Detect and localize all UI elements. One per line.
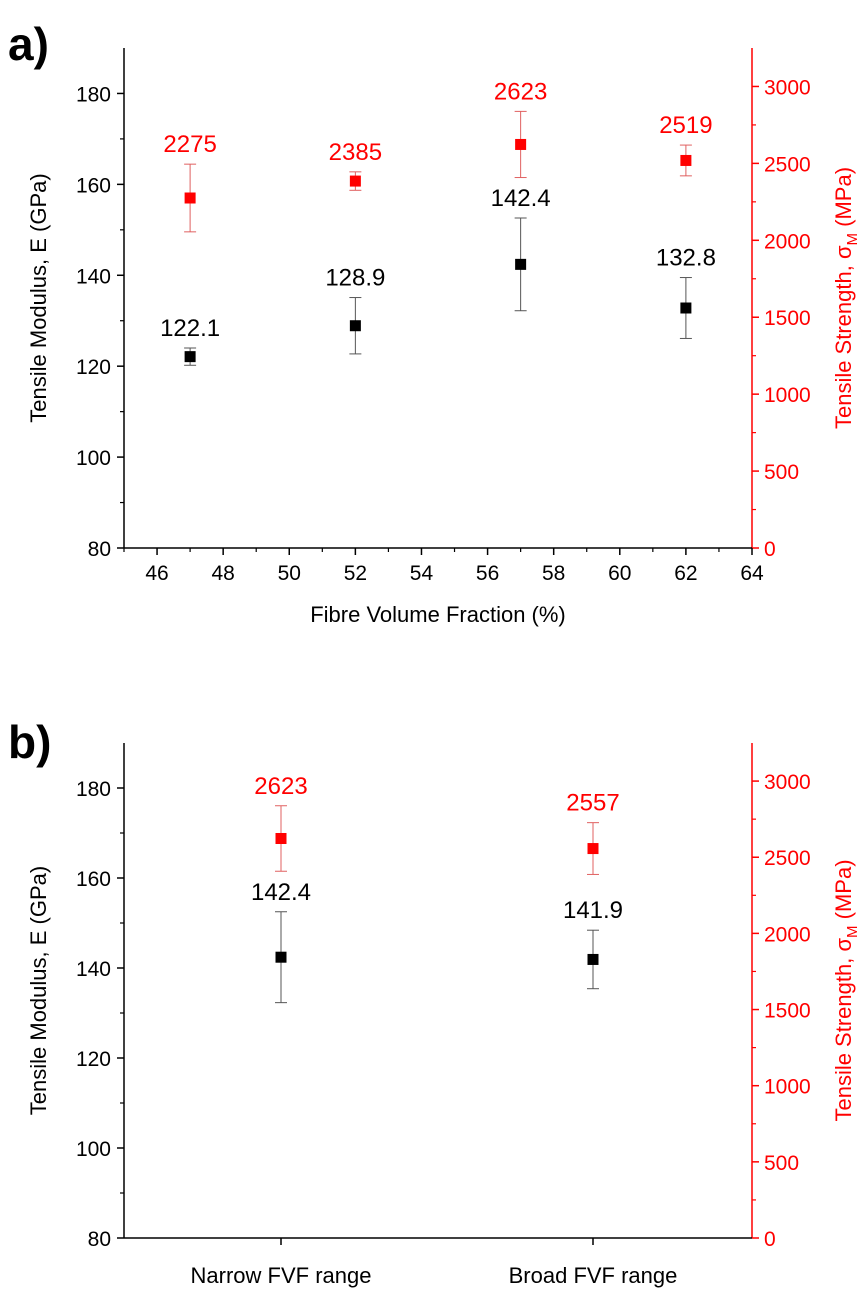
right-tick-label: 2000 <box>764 230 811 253</box>
left-tick-label: 160 <box>76 868 111 891</box>
right-y-label-sub: M <box>844 233 861 246</box>
data-point <box>349 175 361 187</box>
x-tick-label: 48 <box>211 562 234 585</box>
left-y-axis-label: Tensile Modulus, E (GPa) <box>26 866 51 1115</box>
data-point <box>587 843 599 855</box>
data-label: 2623 <box>494 78 547 105</box>
right-tick-label: 2000 <box>764 923 811 946</box>
left-tick-label: 100 <box>76 1138 111 1161</box>
category-label: Broad FVF range <box>509 1263 678 1288</box>
left-tick-label: 180 <box>76 778 111 801</box>
data-label: 141.9 <box>563 897 623 924</box>
right-tick-label: 3000 <box>764 76 811 99</box>
left-tick-label: 160 <box>76 174 111 197</box>
right-tick-label: 2500 <box>764 847 811 870</box>
right-tick-label: 500 <box>764 1152 799 1175</box>
x-axis-label: Fibre Volume Fraction (%) <box>310 602 566 627</box>
left-tick-label: 140 <box>76 265 111 288</box>
left-tick-label: 180 <box>76 83 111 106</box>
right-tick-label: 500 <box>764 461 799 484</box>
right-y-axis-label: Tensile Strength, σM (MPa) <box>831 167 861 429</box>
data-point <box>680 302 692 314</box>
right-tick-label: 1000 <box>764 384 811 407</box>
data-label: 2557 <box>566 790 619 817</box>
category-label: Narrow FVF range <box>191 1263 372 1288</box>
data-label: 132.8 <box>656 245 716 272</box>
data-point <box>587 953 599 965</box>
data-point <box>184 351 196 363</box>
data-point <box>184 192 196 204</box>
data-label: 142.4 <box>251 879 311 906</box>
data-point <box>349 320 361 332</box>
left-tick-label: 100 <box>76 447 111 470</box>
right-tick-label: 0 <box>764 538 776 561</box>
data-point <box>275 832 287 844</box>
x-tick-label: 54 <box>410 562 434 585</box>
right-y-label-unit: (MPa) <box>831 167 856 233</box>
left-y-axis-label: Tensile Modulus, E (GPa) <box>26 173 51 422</box>
right-y-label-sub: M <box>844 925 861 938</box>
left-tick-label: 120 <box>76 356 111 379</box>
data-label: 142.4 <box>491 185 551 212</box>
x-tick-label: 46 <box>145 562 168 585</box>
right-tick-label: 2500 <box>764 153 811 176</box>
panel-label: b) <box>8 716 51 768</box>
right-tick-label: 1500 <box>764 307 811 330</box>
x-tick-label: 56 <box>476 562 499 585</box>
left-tick-label: 80 <box>88 1228 111 1251</box>
right-y-label-main: Tensile Strength, σ <box>831 938 856 1122</box>
data-point <box>515 258 527 270</box>
right-tick-label: 3000 <box>764 771 811 794</box>
right-y-label-main: Tensile Strength, σ <box>831 245 856 429</box>
x-tick-label: 60 <box>608 562 631 585</box>
data-label: 2623 <box>254 773 307 800</box>
data-point <box>275 951 287 963</box>
right-tick-label: 0 <box>764 1228 776 1251</box>
data-point <box>515 138 527 150</box>
right-y-axis-label: Tensile Strength, σM (MPa) <box>831 859 861 1121</box>
data-point <box>680 154 692 166</box>
panel-label: a) <box>8 18 49 70</box>
data-label: 2275 <box>163 131 216 158</box>
x-tick-label: 58 <box>542 562 565 585</box>
data-label: 122.1 <box>160 315 220 342</box>
left-tick-label: 140 <box>76 958 111 981</box>
x-tick-label: 52 <box>344 562 367 585</box>
x-tick-label: 62 <box>674 562 697 585</box>
right-tick-label: 1500 <box>764 1000 811 1023</box>
right-tick-label: 1000 <box>764 1076 811 1099</box>
x-tick-label: 64 <box>740 562 764 585</box>
left-tick-label: 120 <box>76 1048 111 1071</box>
data-label: 128.9 <box>325 265 385 292</box>
data-label: 2385 <box>329 139 382 166</box>
x-tick-label: 50 <box>278 562 301 585</box>
left-tick-label: 80 <box>88 538 111 561</box>
right-y-label-unit: (MPa) <box>831 859 856 925</box>
data-label: 2519 <box>659 112 712 139</box>
